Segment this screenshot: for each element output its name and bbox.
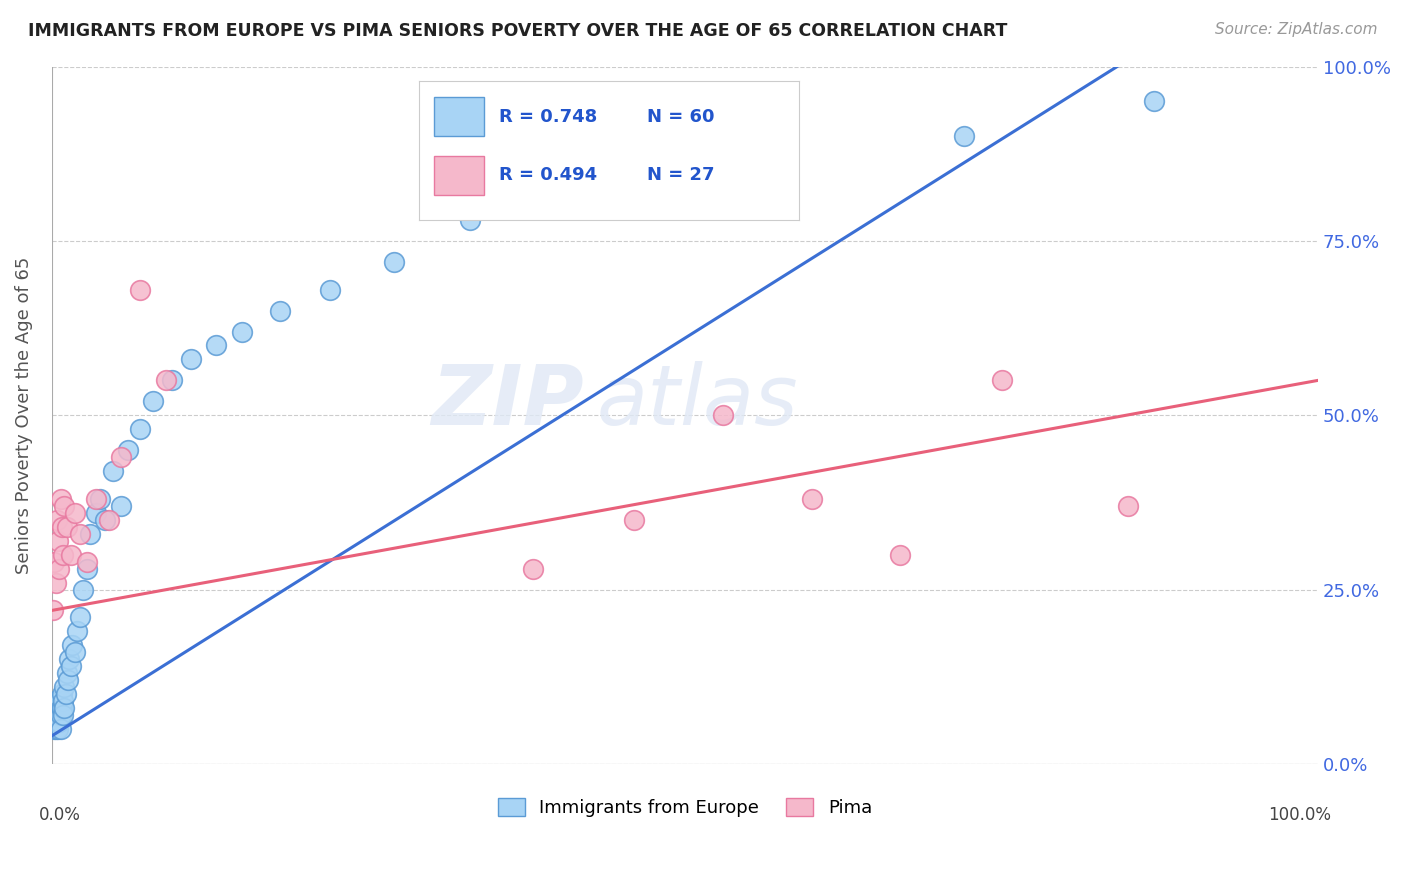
Point — [49, 701, 72, 715]
Point — [522, 561, 544, 575]
Point — [46, 533, 69, 548]
Point — [46, 701, 69, 715]
Point — [44, 722, 66, 736]
Point — [49, 491, 72, 506]
Text: IMMIGRANTS FROM EUROPE VS PIMA SENIORS POVERTY OVER THE AGE OF 65 CORRELATION CH: IMMIGRANTS FROM EUROPE VS PIMA SENIORS P… — [28, 22, 1008, 40]
Point — [49, 708, 72, 723]
Point — [45, 575, 67, 590]
Point — [69, 610, 91, 624]
Point — [180, 352, 202, 367]
Point — [458, 213, 481, 227]
Point — [52, 694, 75, 708]
Point — [63, 645, 86, 659]
Point — [49, 722, 72, 736]
Point — [711, 408, 734, 422]
Point — [51, 520, 73, 534]
Point — [89, 491, 111, 506]
Text: atlas: atlas — [596, 360, 799, 442]
Point — [72, 582, 94, 597]
Point — [155, 373, 177, 387]
Point — [205, 338, 228, 352]
Point — [45, 513, 67, 527]
Point — [60, 638, 83, 652]
Point — [53, 680, 76, 694]
Point — [84, 491, 107, 506]
Point — [45, 714, 67, 729]
Point — [547, 185, 569, 199]
Point — [94, 513, 117, 527]
Point — [117, 443, 139, 458]
Text: ZIP: ZIP — [432, 360, 583, 442]
Point — [42, 603, 65, 617]
Point — [84, 506, 107, 520]
Point — [48, 561, 70, 575]
Legend: Immigrants from Europe, Pima: Immigrants from Europe, Pima — [491, 790, 879, 824]
Point — [56, 520, 79, 534]
Point — [269, 303, 291, 318]
Text: 0.0%: 0.0% — [39, 805, 82, 823]
Point — [58, 673, 80, 688]
Point — [101, 464, 124, 478]
Point — [56, 666, 79, 681]
Point — [142, 394, 165, 409]
Point — [800, 491, 823, 506]
Point — [46, 714, 69, 729]
Point — [952, 129, 974, 144]
Point — [69, 526, 91, 541]
Point — [45, 708, 67, 723]
Point — [382, 255, 405, 269]
Point — [673, 157, 696, 171]
Point — [42, 708, 65, 723]
Point — [45, 701, 67, 715]
Point — [59, 659, 82, 673]
Point — [46, 708, 69, 723]
Y-axis label: Seniors Poverty Over the Age of 65: Seniors Poverty Over the Age of 65 — [15, 257, 32, 574]
Point — [231, 325, 253, 339]
Point — [48, 714, 70, 729]
Point — [63, 506, 86, 520]
Point — [45, 722, 67, 736]
Point — [129, 283, 152, 297]
Point — [66, 624, 89, 639]
Point — [53, 499, 76, 513]
Point — [160, 373, 183, 387]
Point — [53, 701, 76, 715]
Point — [48, 694, 70, 708]
Text: Source: ZipAtlas.com: Source: ZipAtlas.com — [1215, 22, 1378, 37]
Point — [990, 373, 1012, 387]
Point — [97, 513, 120, 527]
Point — [79, 526, 101, 541]
Text: 100.0%: 100.0% — [1268, 805, 1331, 823]
Point — [58, 652, 80, 666]
Point — [55, 687, 77, 701]
Point — [51, 687, 73, 701]
Point — [129, 422, 152, 436]
Point — [46, 722, 69, 736]
Point — [76, 561, 98, 575]
Point — [48, 708, 70, 723]
Point — [44, 555, 66, 569]
Point — [42, 718, 65, 732]
Point — [44, 701, 66, 715]
Point — [52, 548, 75, 562]
Point — [889, 548, 911, 562]
Point — [110, 499, 132, 513]
Point — [110, 450, 132, 464]
Point — [319, 283, 342, 297]
Point — [52, 708, 75, 723]
Point — [1142, 95, 1164, 109]
Point — [44, 714, 66, 729]
Point — [59, 548, 82, 562]
Point — [51, 701, 73, 715]
Point — [623, 513, 645, 527]
Point — [1116, 499, 1139, 513]
Point — [45, 694, 67, 708]
Point — [45, 714, 67, 729]
Point — [76, 555, 98, 569]
Point — [45, 708, 67, 723]
